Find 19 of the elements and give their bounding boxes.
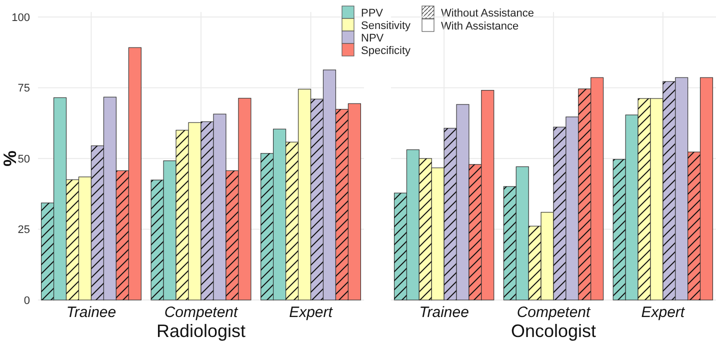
x-tick-label: Competent (164, 304, 239, 321)
x-axis-title: Oncologist (510, 321, 596, 341)
y-tick-label: 75 (18, 82, 30, 95)
annotation: With Assistance (441, 20, 519, 32)
x-tick-label: Trainee (419, 304, 469, 321)
x-tick-label: Competent (516, 304, 592, 321)
y-tick-label: 25 (18, 224, 30, 236)
y-tick-label: 100 (12, 12, 30, 24)
x-tick-label: Expert (289, 304, 334, 321)
x-tick-label: Expert (641, 304, 686, 321)
legend-label: PPV (361, 7, 384, 20)
legend-label: Specificity (361, 44, 412, 57)
y-tick-label: 0 (24, 294, 30, 307)
annotation: Without Assistance (441, 7, 534, 20)
legend-label: NPV (361, 32, 384, 44)
x-axis-title: Radiologist (156, 321, 246, 341)
x-tick-label: Trainee (66, 304, 116, 321)
legend-label: Sensitivity (361, 20, 412, 32)
y-tick-label: 50 (18, 153, 30, 166)
